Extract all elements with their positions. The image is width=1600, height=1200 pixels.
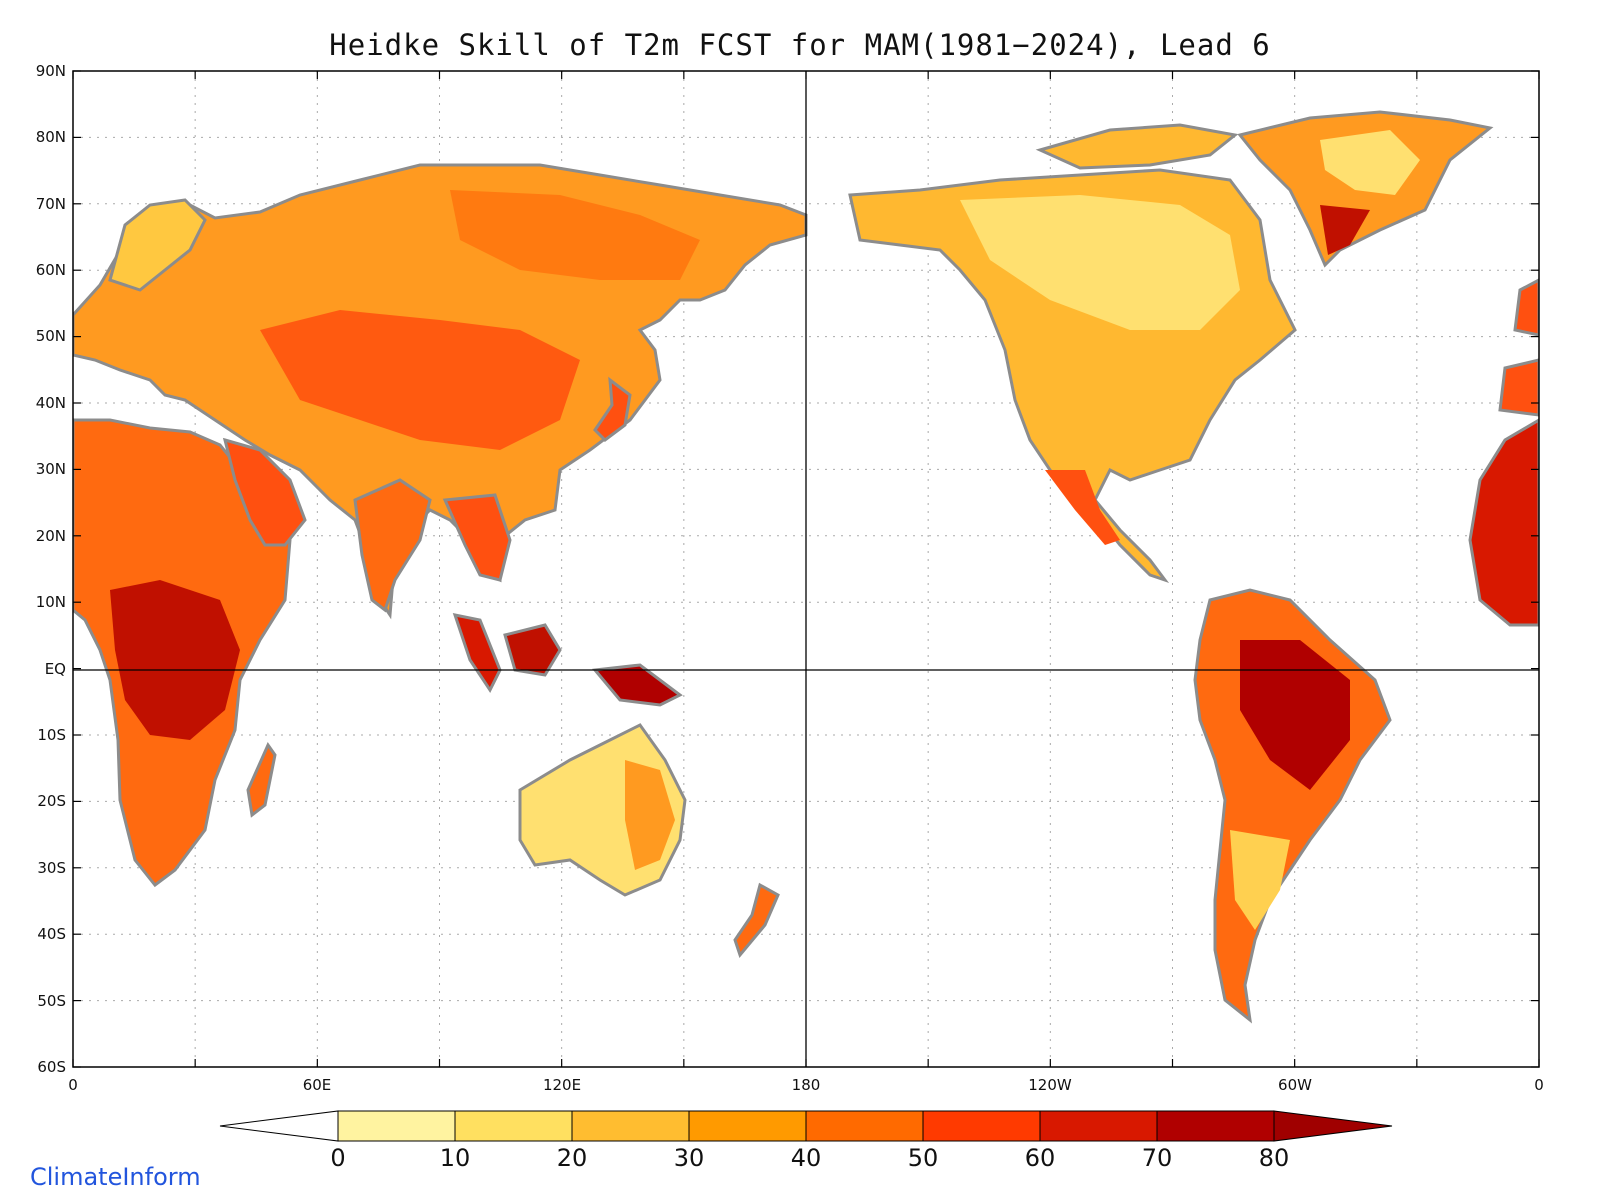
lat-label-eq: EQ (45, 660, 66, 678)
colorbar-label-20: 20 (557, 1144, 588, 1172)
lat-label-20n: 20N (36, 527, 66, 545)
colorbar-segment-0-10 (337, 1110, 456, 1142)
brand-label: ClimateInform (30, 1163, 201, 1191)
lat-label-30n: 30N (36, 460, 66, 478)
land-arabia (222, 437, 307, 547)
land-central-asia-hot (260, 310, 580, 450)
land-canada-light (960, 195, 1240, 330)
land-greenland-core (1320, 130, 1420, 195)
land-india (353, 478, 432, 613)
lat-label-60s: 60S (37, 1058, 66, 1076)
land-indochina (442, 493, 512, 582)
lat-label-80n: 80N (36, 128, 66, 146)
land-west-africa-edge (1468, 418, 1539, 627)
land-amazon-core (1240, 640, 1350, 790)
latitude-labels: 90N 80N 70N 60N 50N 40N 30N 20N 10N EQ 1… (36, 62, 66, 1076)
colorbar-segment-30-40 (688, 1110, 807, 1142)
lat-label-30s: 30S (37, 859, 66, 877)
colorbar-below-arrow (219, 1110, 339, 1142)
land-skill-fields (73, 110, 1539, 1024)
lon-label-60e: 60E (303, 1076, 332, 1094)
lat-label-50s: 50S (37, 992, 66, 1010)
land-uk-edge (1513, 278, 1539, 337)
colorbar-segment-20-30 (571, 1110, 690, 1142)
land-africa-core (110, 580, 240, 740)
colorbar-label-40: 40 (791, 1144, 822, 1172)
lat-label-20s: 20S (37, 792, 66, 810)
colorbar-segment-70-80 (1156, 1110, 1275, 1142)
colorbar-label-30: 30 (674, 1144, 705, 1172)
lon-label-120w: 120W (1028, 1076, 1072, 1094)
lat-label-60n: 60N (36, 261, 66, 279)
lat-label-10s: 10S (37, 726, 66, 744)
colorbar-label-80: 80 (1259, 1144, 1290, 1172)
lon-label-180: 180 (792, 1076, 821, 1094)
lat-label-40s: 40S (37, 925, 66, 943)
colorbar: 0 10 20 30 40 50 60 70 80 (219, 1110, 1393, 1172)
land-siberia-warm (450, 190, 700, 280)
colorbar-label-0: 0 (330, 1144, 345, 1172)
colorbar-above-arrow (1273, 1110, 1393, 1142)
lat-label-40n: 40N (36, 394, 66, 412)
land-japan (593, 376, 632, 442)
lat-label-50n: 50N (36, 327, 66, 345)
land-mexico-hot (1045, 470, 1120, 545)
land-australia-east (625, 760, 675, 870)
colorbar-label-60: 60 (1025, 1144, 1056, 1172)
colorbar-segment-50-60 (922, 1110, 1041, 1142)
axis-ticks (72, 70, 1540, 1068)
colorbar-label-50: 50 (908, 1144, 939, 1172)
colorbar-segment-10-20 (454, 1110, 573, 1142)
land-madagascar (246, 741, 277, 818)
lon-label-0-right: 0 (1534, 1076, 1544, 1094)
land-south-america-south (1230, 830, 1290, 930)
colorbar-label-10: 10 (440, 1144, 471, 1172)
lon-label-0-left: 0 (68, 1076, 78, 1094)
lat-label-90n: 90N (36, 62, 66, 80)
colorbar-label-70: 70 (1142, 1144, 1173, 1172)
land-new-guinea (592, 663, 683, 707)
land-scandinavia (108, 198, 207, 292)
colorbar-segment-60-70 (1039, 1110, 1158, 1142)
lon-label-120e: 120E (543, 1076, 581, 1094)
map-title: Heidke Skill of T2m FCST for MAM(1981−20… (329, 28, 1271, 62)
land-borneo (503, 623, 562, 677)
lon-label-60w: 60W (1278, 1076, 1312, 1094)
lat-label-10n: 10N (36, 593, 66, 611)
longitude-labels: 0 60E 120E 180 120W 60W 0 (68, 1076, 1544, 1094)
land-iberia-edge (1498, 358, 1539, 417)
land-greenland-south (1320, 205, 1370, 255)
colorbar-segment-40-50 (805, 1110, 924, 1142)
land-arctic-islands (1035, 123, 1239, 170)
lat-label-70n: 70N (36, 195, 66, 213)
land-sumatra (452, 613, 502, 693)
land-new-zealand (733, 882, 780, 959)
